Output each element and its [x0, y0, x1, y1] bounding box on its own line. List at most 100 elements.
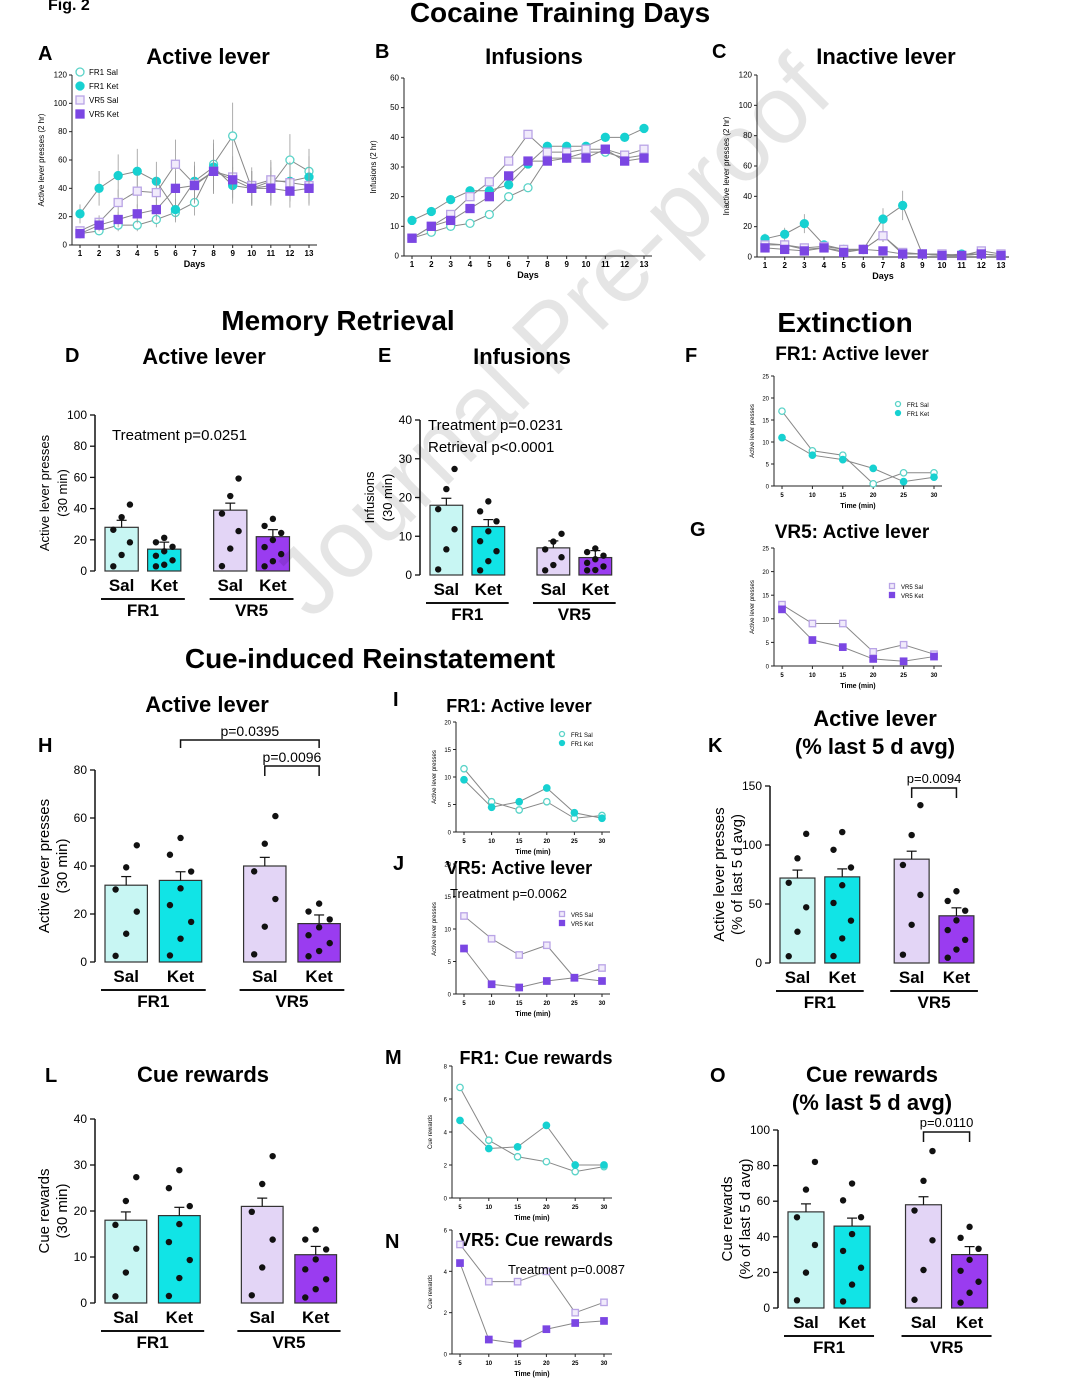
data-dot — [312, 1286, 319, 1293]
chart-n: VR5: Cue rewards 0 2 4 6 5 10 15 20 25 30 Time (min… — [428, 1229, 625, 1379]
chart-g: VR5: Active lever 0 5 10 15 20 25 5 10 15 20 25 30 Ti… — [750, 522, 942, 690]
data-dot — [269, 515, 277, 523]
x-tick-label: 6 — [861, 261, 866, 270]
x-tick-label: Ket — [956, 1313, 984, 1332]
x-axis-label: Days — [872, 271, 894, 281]
data-point — [228, 175, 238, 185]
data-dot — [177, 834, 184, 842]
y-tick-label: 100 — [54, 99, 68, 108]
data-point — [581, 153, 591, 163]
y-axis-label-units: (% of last 5 d avg) — [737, 1159, 754, 1280]
data-dot — [165, 1184, 173, 1192]
data-dot — [122, 1269, 130, 1276]
data-dot — [848, 1180, 856, 1187]
data-dot — [261, 543, 268, 551]
panel-letters: A B C D E F G H I J K L M N O — [38, 41, 726, 1253]
data-dot — [126, 501, 134, 508]
series-line — [459, 1262, 605, 1345]
data-point — [542, 977, 551, 985]
data-dot — [957, 1234, 964, 1242]
group-label: FR1 — [137, 992, 169, 1011]
data-point — [513, 1339, 522, 1348]
data-dot — [793, 1214, 801, 1221]
data-point — [460, 912, 468, 920]
y-tick-label: 80 — [757, 1159, 771, 1173]
data-dot — [443, 485, 450, 493]
y-axis-label: Active lever presses — [432, 750, 438, 804]
data-point — [484, 1144, 493, 1153]
data-dot — [847, 917, 855, 924]
data-point — [75, 229, 85, 239]
legend-marker — [888, 582, 896, 590]
bracket — [910, 787, 958, 798]
data-point — [598, 977, 606, 985]
annotation: Treatment p=0.0062 — [450, 886, 567, 901]
data-dot — [957, 1267, 964, 1274]
data-dot — [953, 946, 960, 953]
y-axis-label: Infusions — [362, 471, 377, 524]
data-point — [571, 1167, 580, 1176]
data-point — [113, 214, 123, 225]
y-tick-label: 10 — [74, 1250, 88, 1264]
data-point — [838, 455, 847, 464]
data-point — [504, 192, 514, 202]
data-dot — [929, 1237, 936, 1244]
data-point — [515, 806, 524, 814]
data-dot — [152, 539, 160, 546]
data-dot — [302, 1294, 309, 1301]
data-dot — [953, 888, 960, 895]
data-dot — [122, 1197, 130, 1205]
data-point — [456, 1116, 464, 1125]
y-tick-label: 5 — [448, 803, 452, 809]
y-tick-label: 4 — [444, 1131, 448, 1137]
x-tick-label: 13 — [997, 261, 1006, 270]
data-dot — [305, 953, 312, 960]
y-tick-label: 20 — [74, 533, 88, 547]
data-dot — [161, 561, 168, 568]
data-dot — [315, 900, 323, 907]
x-tick-label: 3 — [448, 260, 453, 269]
data-point — [151, 204, 161, 215]
x-tick-label: Sal — [109, 576, 135, 595]
data-dot — [802, 1186, 810, 1193]
chart-title: VR5: Active lever — [446, 858, 592, 878]
bar-sal — [904, 1204, 943, 1309]
data-dot — [830, 899, 837, 907]
series-line — [463, 768, 603, 819]
y-tick-label: 20 — [444, 721, 451, 727]
group-label: VR5 — [558, 605, 591, 624]
data-dot — [227, 545, 234, 552]
data-dot — [166, 851, 174, 858]
data-dot — [917, 801, 924, 809]
data-point — [869, 479, 878, 488]
group-label: FR1 — [137, 1333, 169, 1352]
legend-marker — [894, 409, 902, 417]
data-point — [465, 203, 475, 214]
panel-letter-j: J — [393, 853, 404, 875]
y-tick-label: 20 — [74, 907, 88, 921]
data-point — [899, 468, 908, 477]
y-axis-label: Inactive lever presses (2 hr) — [722, 116, 731, 215]
bracket — [922, 1131, 971, 1142]
series-line — [781, 437, 935, 483]
data-dot — [176, 1274, 183, 1282]
data-point — [94, 220, 104, 230]
data-dot — [261, 923, 268, 930]
data-dot — [944, 926, 951, 934]
data-dot — [272, 895, 279, 903]
data-dot — [186, 1256, 193, 1264]
y-tick-label: 10 — [444, 928, 451, 934]
data-dot — [269, 1236, 276, 1243]
data-point — [132, 166, 142, 176]
bar-ket — [157, 1214, 201, 1304]
data-dot — [953, 917, 960, 924]
chart-title: VR5: Active lever — [775, 522, 930, 543]
data-dot — [911, 1207, 918, 1214]
series-line — [463, 948, 603, 989]
data-dot — [112, 886, 119, 893]
y-tick-label: 150 — [742, 779, 762, 793]
data-dot — [169, 557, 176, 564]
x-tick-label: Ket — [305, 967, 333, 986]
x-tick-label: 10 — [809, 493, 816, 499]
